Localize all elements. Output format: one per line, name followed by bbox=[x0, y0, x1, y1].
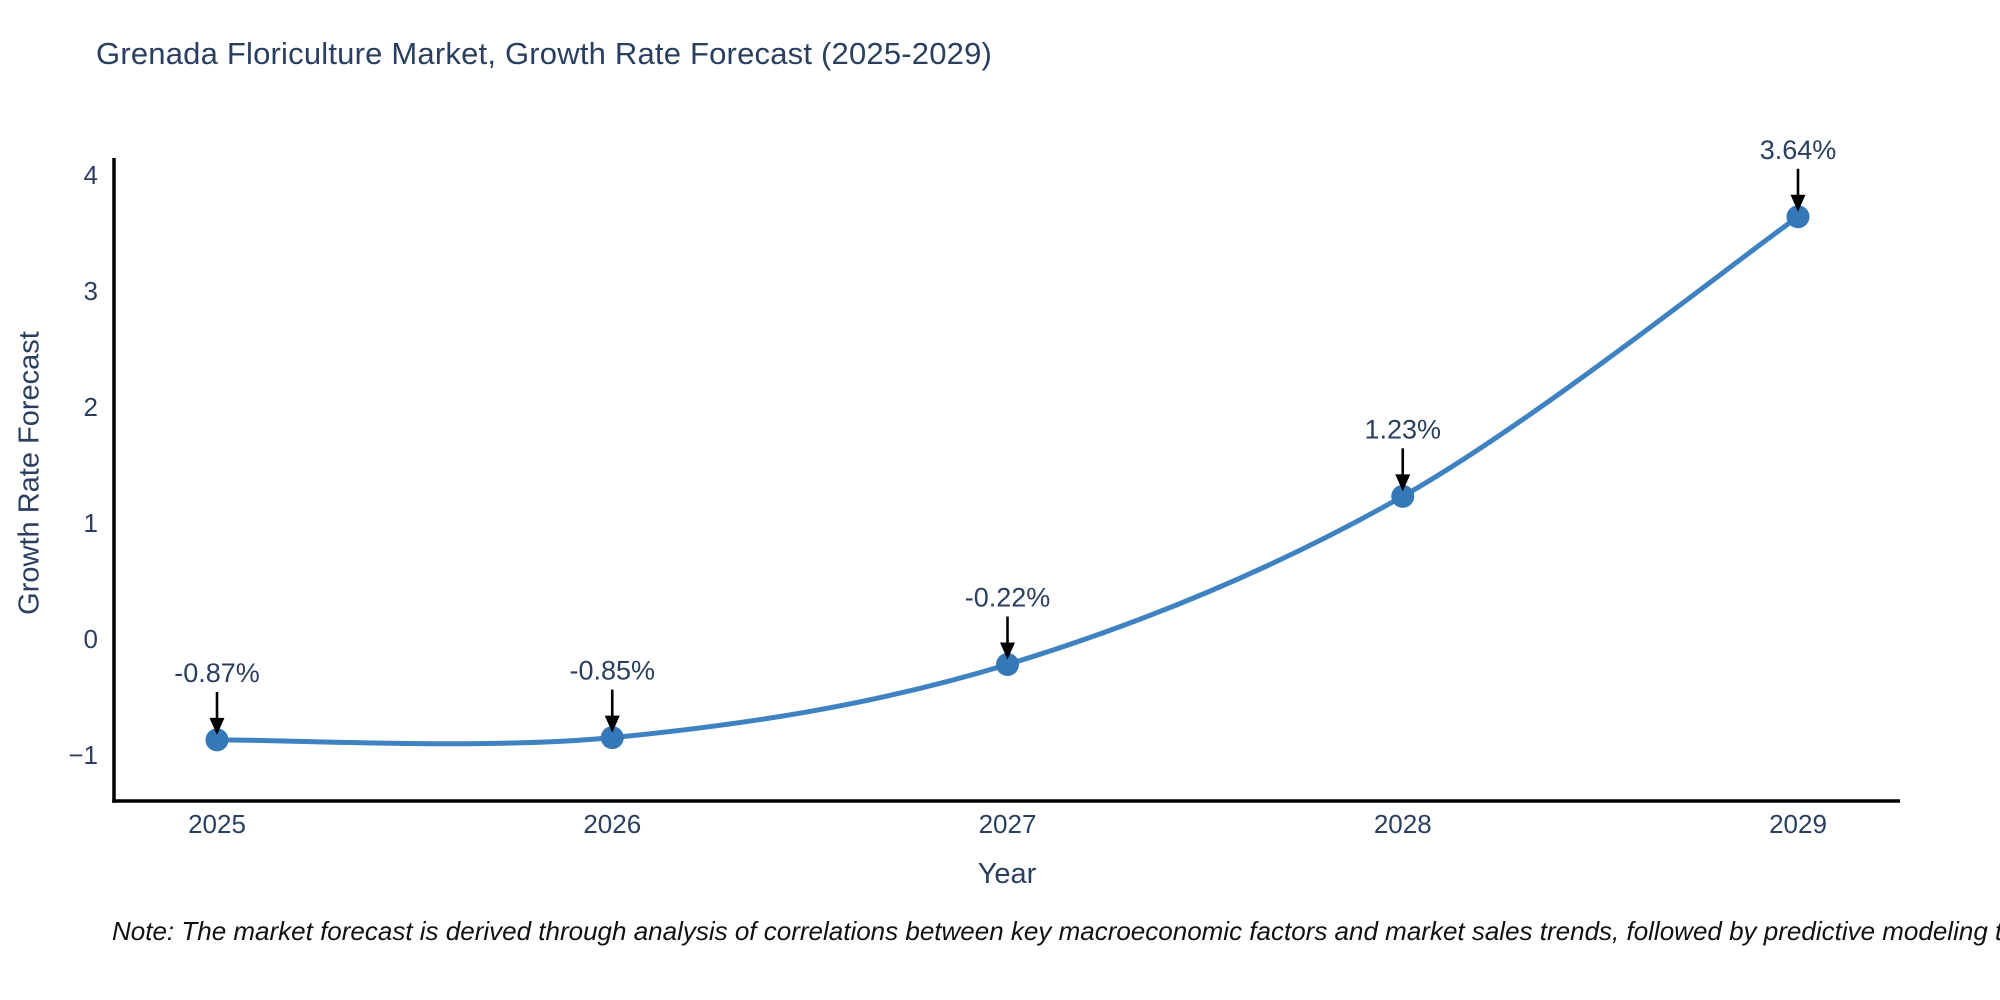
x-tick-label: 2029 bbox=[1769, 809, 1827, 839]
data-point-marker bbox=[1786, 205, 1810, 229]
y-tick-label: 4 bbox=[84, 160, 98, 190]
data-point-marker bbox=[600, 726, 624, 750]
y-tick-label: 0 bbox=[84, 624, 98, 654]
point-annotation-label: -0.85% bbox=[569, 656, 655, 686]
x-tick-label: 2027 bbox=[979, 809, 1037, 839]
annotation-arrowhead-icon bbox=[1790, 194, 1806, 212]
x-tick-label: 2026 bbox=[583, 809, 641, 839]
y-tick-label: 1 bbox=[84, 508, 98, 538]
point-annotation-label: 3.64% bbox=[1760, 135, 1837, 165]
chart-title: Grenada Floriculture Market, Growth Rate… bbox=[96, 36, 993, 71]
y-tick-label: 3 bbox=[84, 276, 98, 306]
point-annotation-label: -0.87% bbox=[174, 658, 260, 688]
y-tick-label: 2 bbox=[84, 392, 98, 422]
x-tick-label: 2025 bbox=[188, 809, 246, 839]
point-annotation-label: -0.22% bbox=[965, 583, 1051, 613]
annotation-arrowhead-icon bbox=[1395, 474, 1411, 492]
point-annotation-label: 1.23% bbox=[1364, 414, 1441, 444]
footnote: Note: The market forecast is derived thr… bbox=[112, 916, 2000, 946]
annotation-arrowhead-icon bbox=[604, 715, 620, 733]
data-point-marker bbox=[205, 728, 229, 752]
y-tick-label: −1 bbox=[68, 740, 98, 770]
data-point-marker bbox=[1391, 484, 1415, 508]
annotation-arrowhead-icon bbox=[209, 717, 225, 735]
x-axis-title: Year bbox=[977, 858, 1037, 890]
annotation-arrowhead-icon bbox=[1000, 642, 1015, 660]
x-tick-label: 2028 bbox=[1374, 809, 1432, 839]
data-point-marker bbox=[996, 653, 1019, 677]
